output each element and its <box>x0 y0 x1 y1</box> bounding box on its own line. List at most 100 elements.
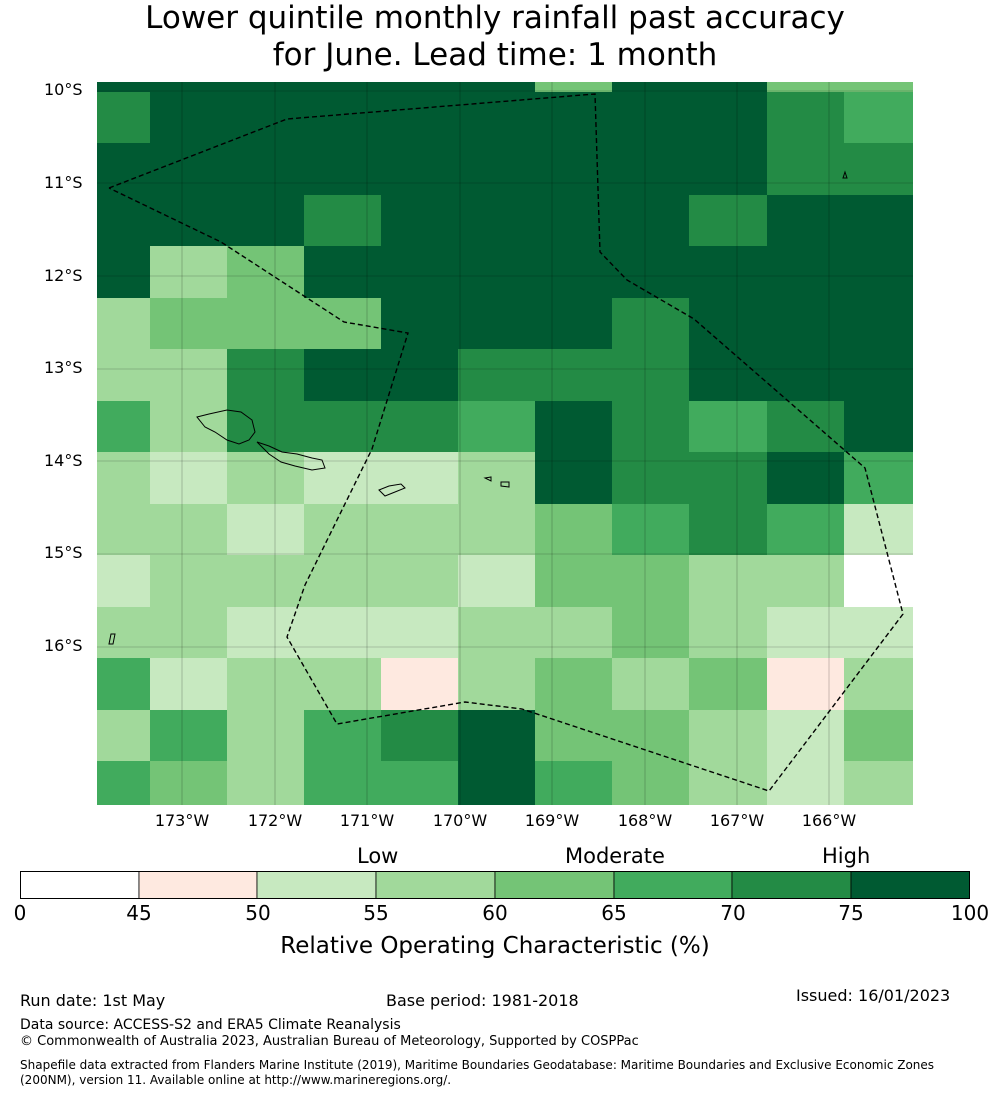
grid-cell <box>304 349 381 401</box>
grid-cell <box>458 298 535 349</box>
grid-cell <box>844 82 913 92</box>
grid-cell <box>612 298 689 349</box>
grid-cell <box>535 401 612 452</box>
category-low: Low <box>357 844 399 868</box>
lon-label-172w: 172°W <box>247 811 303 830</box>
grid-cell <box>612 195 689 246</box>
upolu-island-outline <box>196 409 256 445</box>
grid-cell <box>535 761 612 805</box>
grid-cell <box>381 298 458 349</box>
grid-cell <box>458 401 535 452</box>
grid-cell <box>767 761 844 805</box>
grid-cell <box>689 607 767 658</box>
grid-cell <box>97 504 150 555</box>
grid-cell <box>227 298 304 349</box>
grid-cell <box>612 92 689 143</box>
grid-cell <box>97 246 150 298</box>
grid-cell <box>304 761 381 805</box>
colorbar-swatch <box>256 871 377 899</box>
grid-cell <box>381 658 458 710</box>
grid-cell <box>97 92 150 143</box>
tick-50: 50 <box>245 901 271 925</box>
grid-cell <box>304 401 381 452</box>
grid-cell <box>535 143 612 195</box>
lon-label-166w: 166°W <box>801 811 857 830</box>
grid-cell <box>97 761 150 805</box>
grid-cell <box>304 710 381 761</box>
grid-cell <box>150 555 227 607</box>
grid-cell <box>767 195 844 246</box>
grid-cell <box>381 401 458 452</box>
grid-cell <box>689 452 767 504</box>
grid-cell <box>767 298 844 349</box>
base-period: Base period: 1981-2018 <box>386 991 579 1010</box>
grid-cell <box>844 92 913 143</box>
colorbar <box>20 871 970 899</box>
grid-cell <box>304 504 381 555</box>
swains-island-outline <box>842 170 848 179</box>
grid-cell <box>689 143 767 195</box>
grid-cell <box>304 555 381 607</box>
lat-label-16s: 16°S <box>44 636 83 655</box>
grid-cell <box>97 143 150 195</box>
copyright-notice: © Commonwealth of Australia 2023, Austra… <box>20 1034 639 1049</box>
grid-cell <box>227 349 304 401</box>
grid-cell <box>458 607 535 658</box>
grid-cell <box>844 658 913 710</box>
grid-cell <box>689 92 767 143</box>
grid-cell <box>304 246 381 298</box>
grid-cell <box>304 92 381 143</box>
grid-cell <box>844 504 913 555</box>
grid-cell <box>458 761 535 805</box>
grid-cell <box>689 298 767 349</box>
grid-cell <box>97 555 150 607</box>
grid-cell <box>689 504 767 555</box>
grid-cell <box>535 710 612 761</box>
grid-cell <box>97 658 150 710</box>
grid-cell <box>612 555 689 607</box>
grid-cell <box>458 349 535 401</box>
grid-cell <box>97 607 150 658</box>
grid-cell <box>535 92 612 143</box>
grid-cell <box>767 607 844 658</box>
grid-cell <box>304 195 381 246</box>
grid-cell <box>767 555 844 607</box>
grid-cell <box>227 761 304 805</box>
tick-55: 55 <box>363 901 389 925</box>
grid-cell <box>227 82 304 92</box>
grid-cell <box>844 143 913 195</box>
grid-cell <box>227 92 304 143</box>
shapefile-credit-line-2: (200NM), version 11. Available online at… <box>20 1073 452 1087</box>
grid-cell <box>844 401 913 452</box>
grid-cell <box>612 82 689 92</box>
grid-cell <box>767 401 844 452</box>
rainfall-accuracy-map <box>97 82 913 805</box>
grid-cell <box>535 82 612 92</box>
grid-cell <box>535 658 612 710</box>
grid-cell <box>844 195 913 246</box>
grid-cell <box>150 195 227 246</box>
grid-cell <box>97 401 150 452</box>
grid-cell <box>458 246 535 298</box>
colorbar-swatch <box>850 871 970 899</box>
grid-cell <box>227 195 304 246</box>
grid-cell <box>535 555 612 607</box>
grid-cell <box>97 195 150 246</box>
grid-cell <box>689 82 767 92</box>
colorbar-label: Relative Operating Characteristic (%) <box>280 933 710 959</box>
grid-cell <box>612 710 689 761</box>
grid-cell <box>767 246 844 298</box>
grid-cell <box>767 82 844 92</box>
grid-cell <box>612 452 689 504</box>
grid-cell <box>535 452 612 504</box>
shapefile-credit-line-1: Shapefile data extracted from Flanders M… <box>20 1058 935 1072</box>
grid-cell <box>150 401 227 452</box>
grid-cell <box>150 761 227 805</box>
category-moderate: Moderate <box>565 844 665 868</box>
rose-atoll-outline <box>108 633 116 645</box>
grid-cell <box>535 298 612 349</box>
grid-cell <box>97 298 150 349</box>
lon-label-171w: 171°W <box>339 811 395 830</box>
colorbar-swatch <box>494 871 615 899</box>
grid-cell <box>458 143 535 195</box>
